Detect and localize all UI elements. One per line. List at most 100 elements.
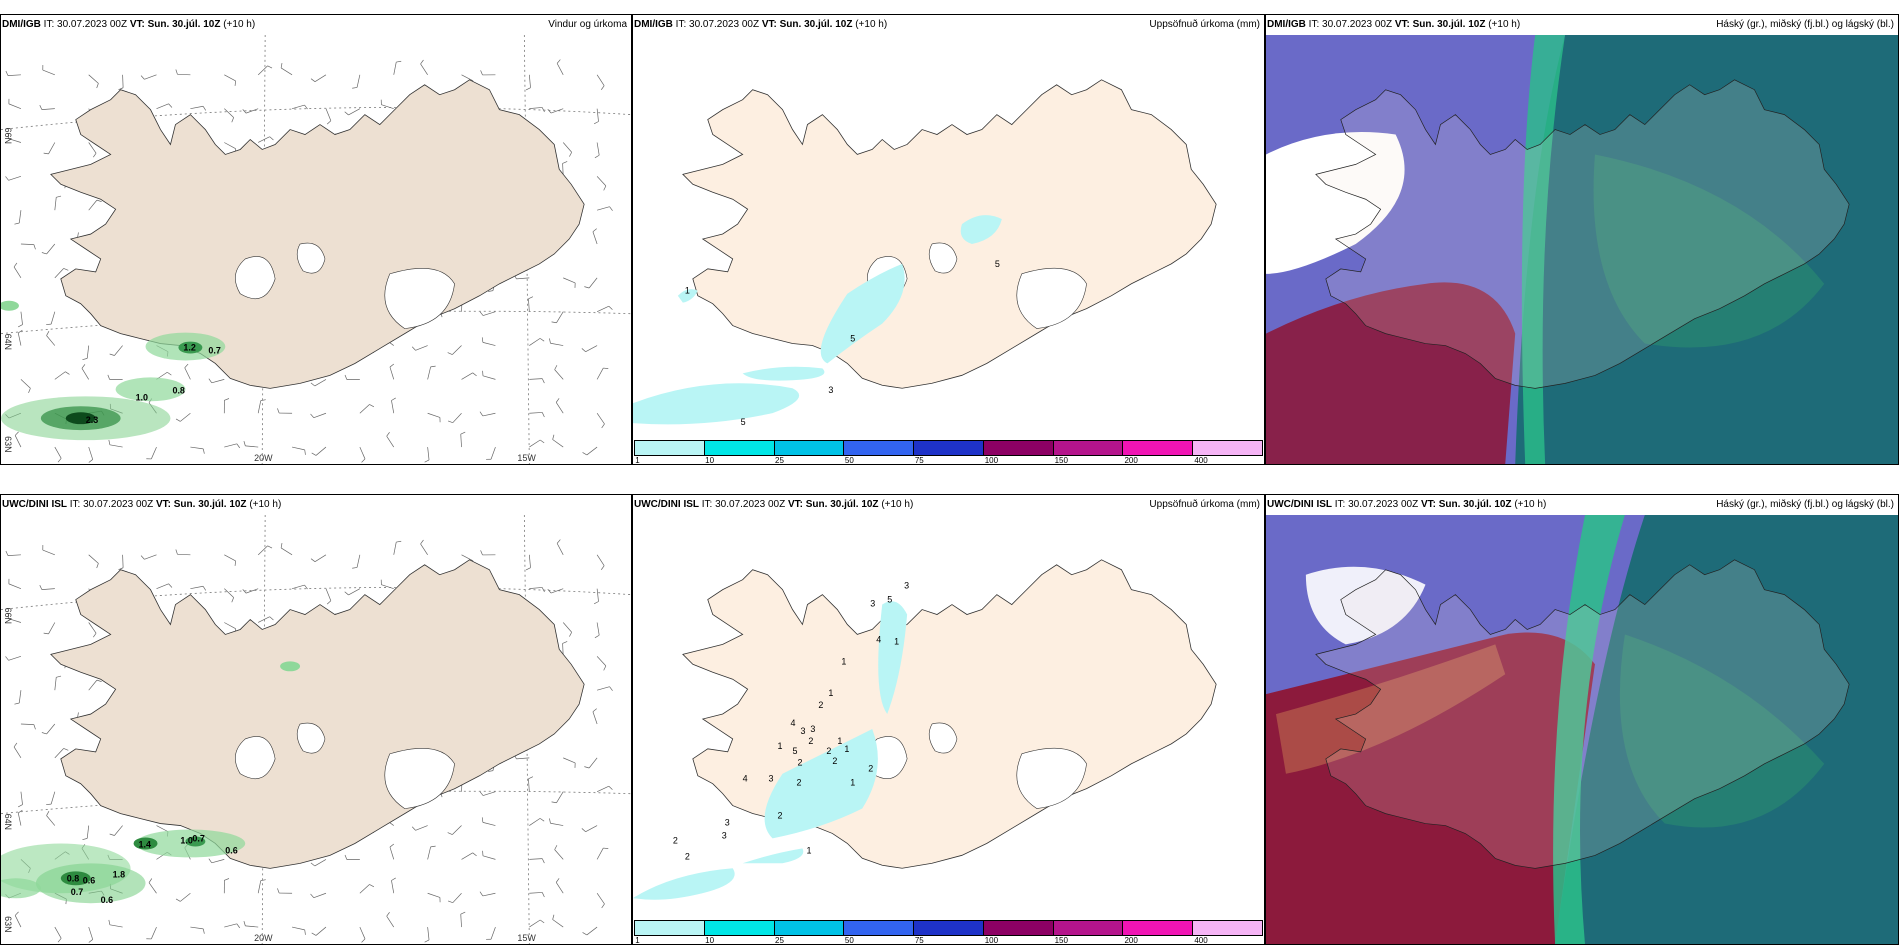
- wind-barb: [597, 206, 610, 211]
- wind-barb: [292, 926, 305, 931]
- wind-barb: [588, 277, 598, 289]
- wind-barb: [529, 919, 541, 928]
- wind-barb-feather: [304, 449, 306, 455]
- precip-label: 0.6: [83, 875, 95, 885]
- wind-barb: [88, 679, 98, 691]
- accum-label: 3: [725, 817, 730, 827]
- wind-barb-feather: [539, 439, 545, 444]
- wind-barb: [224, 142, 236, 149]
- wind-barb-feather: [608, 785, 613, 790]
- wind-barb: [550, 588, 564, 594]
- colorbar-swatch: [1123, 921, 1194, 935]
- wind-barb-feather: [539, 338, 545, 342]
- wind-barb: [555, 882, 564, 894]
- wind-barb: [190, 105, 204, 109]
- panel-header: UWC/DINI ISL IT: 30.07.2023 00Z VT: Sun.…: [1266, 495, 1898, 515]
- wind-barb: [461, 372, 473, 380]
- colorbar-tick: 75: [914, 936, 924, 945]
- wind-barb: [46, 815, 56, 826]
- wind-barb: [596, 305, 610, 313]
- map-area[interactable]: 1.4 1.0 0.7 0.6 0.8 0.6 1.8 0.7 0.6 20W …: [1, 515, 631, 944]
- wind-barb-feather: [539, 818, 545, 822]
- accum-label: 1: [685, 286, 690, 296]
- wind-barb-feather: [369, 404, 375, 408]
- wind-barb-feather: [592, 228, 597, 233]
- wind-barb-feather: [609, 206, 613, 211]
- wind-barb-feather: [17, 804, 23, 808]
- wind-barb-feather: [528, 776, 534, 780]
- wind-barb: [245, 108, 259, 114]
- wind-barb-feather: [280, 63, 283, 69]
- wind-barb: [54, 371, 66, 380]
- wind-barb: [528, 554, 531, 568]
- wind-barb: [550, 822, 564, 826]
- accum-label: 1: [850, 778, 855, 788]
- iceland-outline: [1315, 559, 1850, 869]
- wind-barb: [151, 446, 157, 460]
- map-area[interactable]: 3 5 3 4 1 1 1 2 4 3 3 1 2 5 2 1 1 2 2 4: [633, 515, 1264, 920]
- cloud-map: [1266, 515, 1898, 944]
- wind-barb: [482, 412, 496, 417]
- wind-barb-feather: [551, 801, 557, 804]
- wind-barb: [245, 445, 259, 448]
- wind-barb-feather: [608, 305, 613, 310]
- wind-barb-feather: [352, 567, 358, 569]
- init-time: IT: 30.07.2023 00Z: [701, 499, 786, 510]
- model-name: DMI/IGB: [634, 19, 673, 30]
- map-area[interactable]: [1266, 515, 1898, 944]
- map-area[interactable]: 1.2 0.7 1.0 0.8 2.3 20W 15W 66N 64N 63N: [1, 35, 631, 464]
- wind-barb: [427, 892, 441, 898]
- map-area[interactable]: 1 5 3 5 5: [633, 35, 1264, 440]
- wind-barb-feather: [556, 539, 561, 544]
- accum-label: 1: [841, 656, 846, 666]
- accum-label: 2: [797, 758, 802, 768]
- wind-barb-feather: [326, 120, 332, 125]
- wind-barb-feather: [352, 87, 358, 89]
- wind-barb-feather: [5, 550, 9, 556]
- wind-barb-feather: [56, 675, 62, 678]
- init-time: IT: 30.07.2023 00Z: [43, 19, 128, 30]
- colorbar: 1 10 25 50 75 100 150 200 400: [634, 440, 1263, 464]
- wind-barb-feather: [447, 352, 453, 355]
- wind-barb: [529, 818, 541, 826]
- accum-precip-map: 1 5 3 5 5: [633, 79, 1217, 427]
- wind-barb: [20, 243, 34, 245]
- wind-barb-feather: [525, 87, 531, 91]
- green-band: [1521, 35, 1566, 464]
- map-area[interactable]: [1266, 35, 1898, 464]
- colorbar-tick: 200: [1124, 456, 1138, 465]
- wind-barb: [314, 859, 327, 867]
- wind-barb: [109, 924, 123, 928]
- wind-barb: [529, 892, 543, 894]
- wind-barb: [482, 855, 496, 860]
- wind-barb: [211, 859, 225, 864]
- wind-barb: [528, 298, 530, 312]
- wind-barb: [88, 622, 97, 634]
- wind-barb: [596, 785, 610, 793]
- wind-barb-feather: [601, 565, 605, 570]
- wind-barb-feather: [424, 939, 430, 943]
- cloud-map: [1266, 35, 1898, 464]
- wind-barb: [596, 622, 600, 636]
- wind-barb: [42, 69, 55, 76]
- wind-barb-feather: [447, 900, 453, 904]
- wind-barb-feather: [555, 878, 560, 883]
- init-time: IT: 30.07.2023 00Z: [675, 19, 760, 30]
- wind-barb-feather: [555, 398, 560, 403]
- wind-barb: [54, 268, 64, 279]
- colorbar-ticks: 1 10 25 50 75 100 150 200 400: [634, 456, 1263, 465]
- panel-title: Háský (gr.), miðský (fj.bl.) og lágský (…: [1716, 499, 1894, 510]
- wind-barb: [381, 584, 394, 589]
- lon-label: 20W: [254, 453, 273, 463]
- wind-barb: [348, 108, 361, 116]
- wind-barb-feather: [108, 919, 111, 925]
- accum-label: 4: [791, 718, 796, 728]
- wind-barb-feather: [569, 152, 572, 157]
- wind-barb: [224, 443, 237, 448]
- wind-barb: [88, 74, 99, 84]
- wind-barb: [556, 791, 564, 803]
- wind-barb-feather: [344, 374, 348, 380]
- accum-label: 2: [808, 736, 813, 746]
- wind-barb: [596, 176, 607, 187]
- wind-barb: [257, 65, 268, 76]
